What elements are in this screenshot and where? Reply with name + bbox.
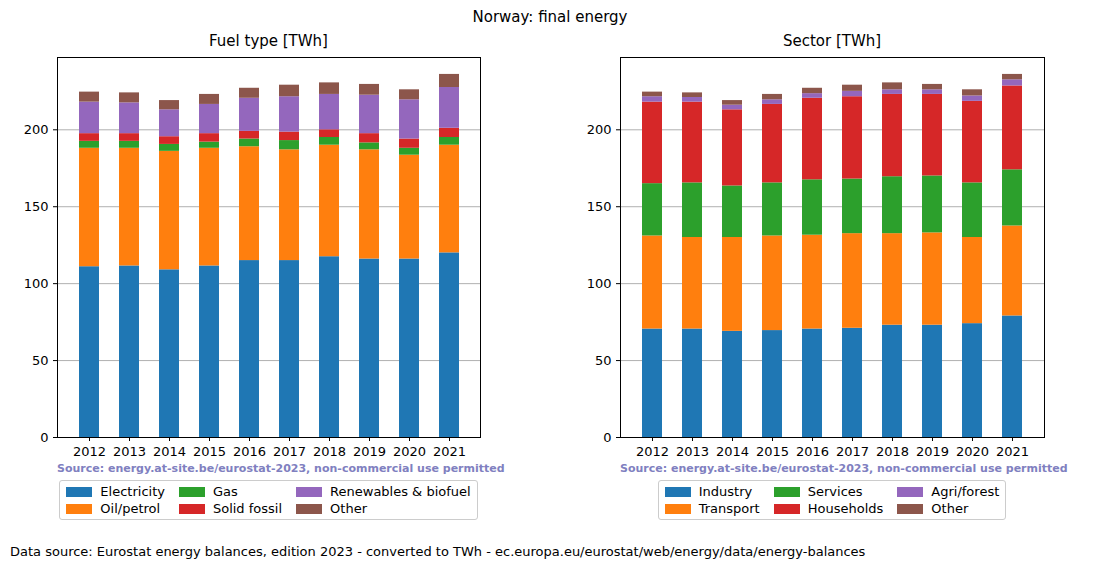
svg-text:2013: 2013 (676, 444, 709, 459)
svg-text:150: 150 (587, 199, 612, 214)
html-text:Transport: Transport (698, 501, 760, 516)
html-text:Renewables & biofuel: Renewables & biofuel (330, 484, 471, 499)
svg-text:2020: 2020 (956, 444, 989, 459)
html-text:Gas: Gas (212, 484, 238, 499)
html-text:Other: Other (330, 501, 367, 516)
html-text:Services: Services (807, 484, 863, 499)
svg-text:50: 50 (595, 353, 612, 368)
html-text:Source: energy.at-site.be/euro: Source: energy.at-site.be/eurostat-2023,… (620, 462, 1068, 475)
html-text:Electricity: Electricity (100, 484, 165, 499)
svg-text:150: 150 (24, 199, 49, 214)
html-text:Sector [TWh]: Sector [TWh] (782, 32, 882, 50)
svg-text:2012: 2012 (73, 444, 106, 459)
svg-text:2021: 2021 (433, 444, 466, 459)
svg-text:100: 100 (587, 276, 612, 291)
svg-text:2018: 2018 (876, 444, 909, 459)
html-text:Data source: Eurostat energy b: Data source: Eurostat energy balances, e… (10, 544, 866, 559)
svg-text:2017: 2017 (273, 444, 306, 459)
svg-text:2021: 2021 (996, 444, 1029, 459)
html-text:Industry: Industry (698, 484, 753, 499)
html-text:Source: energy.at-site.be/euro: Source: energy.at-site.be/eurostat-2023,… (57, 462, 505, 475)
svg-text:100: 100 (24, 276, 49, 291)
html-text:Other: Other (931, 501, 969, 516)
svg-text:200: 200 (587, 122, 612, 137)
html-text:Fuel type [TWh]: Fuel type [TWh] (209, 32, 328, 50)
html-text:Households: Households (807, 501, 884, 516)
svg-text:2019: 2019 (353, 444, 386, 459)
svg-text:0: 0 (40, 430, 48, 445)
svg-text:2017: 2017 (836, 444, 869, 459)
svg-text:2014: 2014 (153, 444, 186, 459)
svg-text:2020: 2020 (393, 444, 426, 459)
svg-text:2015: 2015 (193, 444, 226, 459)
svg-text:50: 50 (32, 353, 49, 368)
html-text:Solid fossil: Solid fossil (212, 501, 283, 516)
svg-text:2012: 2012 (636, 444, 669, 459)
svg-text:2014: 2014 (716, 444, 749, 459)
html-text:Agri/forest: Agri/forest (931, 484, 1000, 499)
svg-text:2019: 2019 (916, 444, 949, 459)
svg-text:2015: 2015 (756, 444, 789, 459)
svg-text:2013: 2013 (113, 444, 146, 459)
svg-text:2016: 2016 (233, 444, 266, 459)
svg-text:2018: 2018 (313, 444, 346, 459)
html-text:Norway: final energy: Norway: final energy (472, 8, 628, 26)
svg-text:200: 200 (24, 122, 49, 137)
svg-text:2016: 2016 (796, 444, 829, 459)
html-text:Oil/petrol: Oil/petrol (100, 501, 161, 516)
svg-text:0: 0 (603, 430, 611, 445)
